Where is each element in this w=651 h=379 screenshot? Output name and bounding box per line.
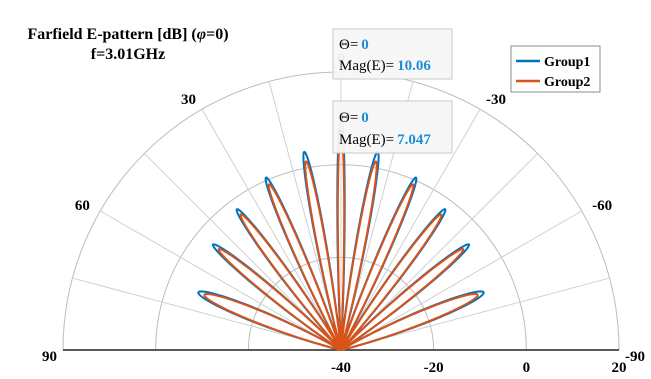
datatip-box [332, 28, 453, 80]
angle-tick-label: -30 [486, 92, 506, 108]
legend-label-group1: Group1 [544, 55, 590, 70]
datatip-magnitude: Mag(E)= 7.047 [339, 132, 431, 148]
datatip-magnitude: Mag(E)= 10.06 [339, 58, 431, 74]
grid-spoke [99, 210, 342, 351]
angle-tick-label: -90 [625, 349, 645, 365]
radial-tick-label: 0 [523, 360, 531, 376]
radial-tick-label: -20 [424, 360, 444, 376]
chart-title: Farfield E-pattern [dB] (φ=0) f=3.01GHz [27, 26, 228, 63]
chart-title-line2: f=3.01GHz [91, 46, 165, 63]
angle-tick-label: 60 [75, 198, 90, 214]
legend-label-group2: Group2 [544, 75, 590, 90]
radial-tick-label: -40 [331, 360, 351, 376]
angle-tick-label: -60 [592, 198, 612, 214]
radial-tick-labels: -40 -20 0 20 [331, 360, 627, 376]
datatip-box [332, 100, 453, 154]
datatip-group2[interactable]: Θ= 0 Mag(E)= 7.047 [332, 100, 453, 154]
angle-tick-label: 30 [181, 92, 196, 108]
grid-spoke [340, 210, 583, 351]
grid-spoke [201, 108, 342, 351]
chart-title-line1: Farfield E-pattern [dB] (φ=0) [27, 26, 228, 43]
grid-spoke [340, 108, 481, 351]
legend[interactable]: Group1 Group2 [510, 45, 601, 93]
angle-tick-label: 90 [42, 349, 57, 365]
legend-box [510, 45, 601, 93]
radial-tick-label: 20 [612, 360, 627, 376]
datatip-theta: Θ= 0 [339, 110, 369, 126]
datatip-theta: Θ= 0 [339, 37, 369, 53]
datatip-group1[interactable]: Θ= 0 Mag(E)= 10.06 [332, 28, 453, 80]
